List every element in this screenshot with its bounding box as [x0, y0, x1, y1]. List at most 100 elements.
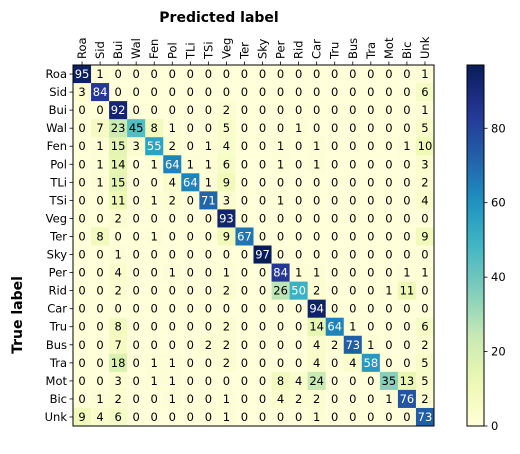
- cell-value-label: 0: [259, 211, 266, 225]
- cell-value-label: 1: [313, 157, 320, 171]
- cell-value-label: 0: [187, 266, 194, 280]
- cell-value-label: 0: [187, 211, 194, 225]
- cell-value-label: 0: [367, 85, 374, 99]
- cell-value-label: 0: [367, 103, 374, 117]
- cell-value-label: 0: [114, 302, 121, 316]
- cell-value-label: 0: [313, 175, 320, 189]
- cell-value-label: 0: [259, 356, 266, 370]
- cell-value-label: 15: [111, 175, 126, 189]
- cell-value-label: 0: [295, 67, 302, 81]
- heatmap-cell: [109, 173, 128, 192]
- heatmap-cell: [289, 389, 309, 409]
- heatmap-cell: [361, 245, 381, 264]
- cell-value-label: 0: [205, 121, 212, 135]
- cell-value-label: 8: [151, 121, 158, 135]
- cell-value-label: 0: [277, 103, 284, 117]
- cell-value-label: 0: [385, 356, 392, 370]
- cell-value-label: 0: [133, 211, 140, 225]
- cell-value-label: 1: [114, 248, 121, 262]
- cell-value-label: 15: [111, 139, 126, 153]
- cell-value-label: 0: [133, 338, 140, 352]
- heatmap-cell: [91, 245, 110, 264]
- cell-value-label: 0: [78, 266, 85, 280]
- cell-value-label: 0: [151, 320, 158, 334]
- cell-value-label: 1: [96, 139, 103, 153]
- cell-value-label: 0: [78, 175, 85, 189]
- heatmap-cell: [235, 335, 254, 355]
- cell-value-label: 0: [403, 248, 410, 262]
- heatmap-cell: [73, 353, 92, 373]
- heatmap-cell: [181, 281, 200, 301]
- cell-value-label: 0: [331, 157, 338, 171]
- cell-value-label: 0: [313, 103, 320, 117]
- cell-value-label: 0: [187, 374, 194, 388]
- heatmap-cell: [397, 119, 417, 138]
- heatmap-cell: [235, 407, 254, 427]
- cell-value-label: 0: [241, 392, 248, 406]
- cell-value-label: 0: [241, 175, 248, 189]
- heatmap-cell: [145, 353, 164, 373]
- heatmap-cell: [397, 299, 417, 319]
- heatmap-cell: [91, 191, 110, 210]
- cell-value-label: 0: [277, 302, 284, 316]
- heatmap-cell: [127, 227, 146, 246]
- cell-value-label: 0: [403, 67, 410, 81]
- cell-value-label: 1: [169, 356, 176, 370]
- heatmap-cell: [343, 407, 363, 427]
- cell-value-label: 0: [114, 229, 121, 243]
- cell-value-label: 0: [421, 248, 428, 262]
- heatmap-cell: [415, 173, 435, 192]
- heatmap-cell: [163, 335, 182, 355]
- cell-value-label: 0: [133, 175, 140, 189]
- heatmap-cell: [217, 227, 236, 246]
- cell-value-label: 26: [273, 284, 288, 298]
- cell-value-label: 0: [78, 121, 85, 135]
- cell-value-label: 0: [259, 85, 266, 99]
- heatmap-cell: [415, 263, 435, 282]
- cell-value-label: 0: [205, 229, 212, 243]
- cell-value-label: 0: [241, 302, 248, 316]
- heatmap-cell: [325, 101, 345, 120]
- cell-value-label: 1: [205, 139, 212, 153]
- heatmap-cell: [415, 119, 435, 138]
- cell-value-label: 0: [114, 85, 121, 99]
- heatmap-cell: [91, 407, 110, 427]
- cell-value-label: 0: [349, 67, 356, 81]
- heatmap-cell: [307, 335, 327, 355]
- heatmap-cell: [217, 83, 236, 102]
- cell-value-label: 0: [385, 121, 392, 135]
- cell-value-label: 2: [421, 392, 428, 406]
- heatmap-cell: [397, 389, 417, 409]
- cell-value-label: 0: [151, 410, 158, 424]
- cell-value-label: 73: [345, 338, 360, 352]
- cell-value-label: 11: [400, 284, 415, 298]
- heatmap-cell: [109, 245, 128, 264]
- cell-value-label: 71: [201, 193, 216, 207]
- heatmap-cell: [199, 371, 218, 391]
- cell-value-label: 0: [385, 211, 392, 225]
- cell-value-label: 0: [403, 193, 410, 207]
- heatmap-cell: [325, 245, 345, 264]
- cell-value-label: 0: [151, 103, 158, 117]
- heatmap-cell: [307, 371, 327, 391]
- heatmap-cell: [91, 137, 110, 156]
- cell-value-label: 0: [403, 175, 410, 189]
- cell-value-label: 0: [78, 139, 85, 153]
- cell-value-label: 0: [241, 139, 248, 153]
- heatmap-cell: [415, 371, 435, 391]
- x-tick-label: Bus: [346, 38, 360, 59]
- heatmap-cell: [109, 371, 128, 391]
- heatmap-cell: [217, 371, 236, 391]
- y-tick-label: Car: [47, 302, 67, 316]
- heatmap-cell: [235, 137, 254, 156]
- heatmap-cell: [271, 317, 290, 337]
- heatmap-cell: [181, 209, 200, 228]
- heatmap-cell: [181, 389, 200, 409]
- y-tick-label: Tra: [49, 356, 67, 370]
- heatmap-cell: [253, 407, 272, 427]
- cell-value-label: 0: [223, 85, 230, 99]
- cell-value-label: 2: [223, 356, 230, 370]
- cell-value-label: 45: [129, 121, 144, 135]
- cell-value-label: 0: [259, 175, 266, 189]
- heatmap-cell: [109, 191, 128, 210]
